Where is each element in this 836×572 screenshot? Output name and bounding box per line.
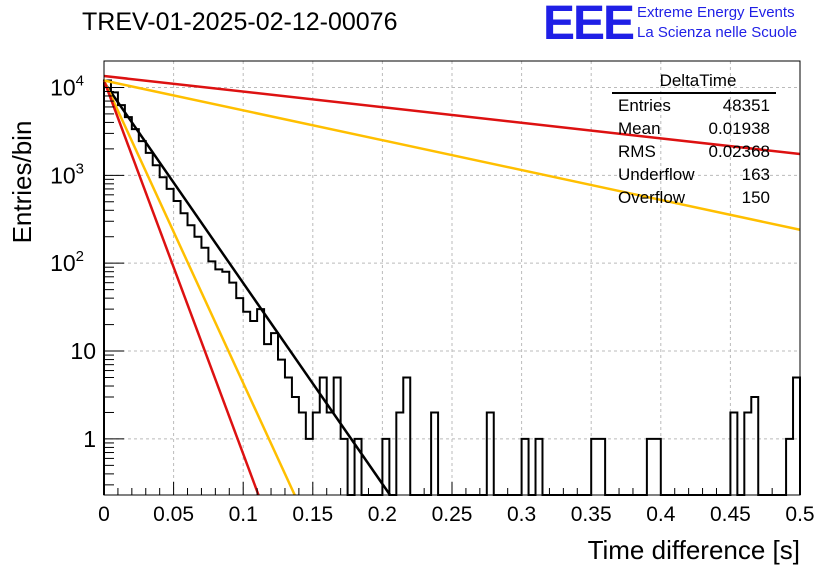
fit-line-2 [102, 79, 296, 496]
x-tick-label: 0 [98, 503, 110, 526]
x-tick-label: 0.1 [229, 503, 258, 526]
grid [104, 61, 800, 495]
stats-box: DeltaTime Entries 48351 Mean 0.01938 RMS… [612, 70, 780, 209]
y-tick-label: 1 [83, 426, 96, 452]
fit-line-1 [102, 81, 392, 496]
logo-line-1: Extreme Energy Events [637, 4, 795, 21]
stats-value: 163 [741, 165, 770, 184]
stats-value: 0.01938 [708, 119, 770, 138]
x-tick-label: 0.3 [507, 503, 536, 526]
stats-divider [612, 92, 776, 94]
x-tick-label: 0.2 [368, 503, 397, 526]
x-tick-label: 0.25 [432, 503, 473, 526]
stats-label: Mean [618, 119, 661, 138]
stats-value: 150 [741, 188, 770, 207]
x-axis-label: Time difference [s] [588, 535, 800, 565]
y-tick-label: 104 [50, 72, 84, 100]
stats-label: Entries [618, 96, 671, 115]
fit-line-4 [103, 79, 801, 231]
y-tick-label: 103 [50, 160, 84, 188]
x-tick-label: 0.05 [153, 503, 194, 526]
stats-row-underflow: Underflow 163 [612, 163, 780, 186]
tick-labels: 0 0.05 0.1 0.15 0.2 0.25 0.3 0.35 0.4 0.45 0.5 1 10 1… [50, 72, 815, 526]
x-tick-label: 0.45 [710, 503, 751, 526]
stats-label: Overflow [618, 188, 686, 207]
stats-title: DeltaTime [659, 71, 737, 90]
stats-row-entries: Entries 48351 [612, 94, 780, 117]
logo-line-2: La Scienza nelle Scuole [637, 24, 798, 41]
eee-logo: EEE [543, 0, 635, 50]
stats-row-overflow: Overflow 150 [612, 186, 780, 209]
stats-row-rms: RMS 0.02368 [612, 140, 780, 163]
stats-value: 48351 [722, 96, 770, 115]
x-tick-label: 0.35 [571, 503, 612, 526]
y-tick-label: 10 [70, 338, 96, 364]
stats-label: Underflow [618, 165, 695, 184]
stats-label: RMS [618, 142, 656, 161]
fit-lines [102, 74, 801, 496]
run-title: TREV-01-2025-02-12-00076 [82, 8, 398, 36]
x-tick-label: 0.5 [785, 503, 814, 526]
fit-line-5 [103, 74, 801, 156]
y-tick-label: 102 [50, 248, 84, 276]
x-tick-label: 0.15 [292, 503, 333, 526]
stats-value: 0.02368 [708, 142, 770, 161]
x-tick-label: 0.4 [646, 503, 676, 526]
fit-line-3 [102, 80, 260, 496]
axis-ticks [103, 60, 801, 495]
stats-row-mean: Mean 0.01938 [612, 117, 780, 140]
y-axis-label: Entries/bin [7, 121, 37, 244]
